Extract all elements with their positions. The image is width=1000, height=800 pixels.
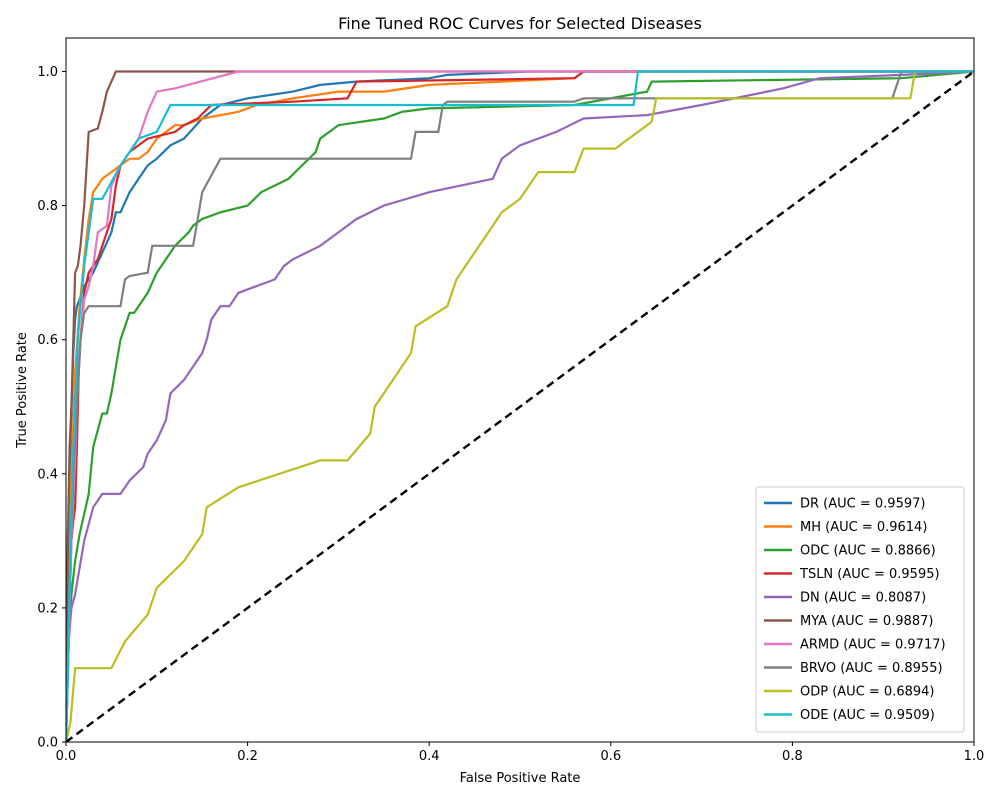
legend-entry: MH (AUC = 0.9614)	[800, 520, 927, 535]
x-tick-label: 0.0	[56, 749, 77, 764]
x-tick-label: 0.4	[419, 749, 440, 764]
legend: DR (AUC = 0.9597) MH (AUC = 0.9614) ODC (A…	[755, 486, 965, 733]
chart-title: Fine Tuned ROC Curves for Selected Disea…	[338, 14, 702, 33]
x-tick-label: 1.0	[964, 749, 985, 764]
y-tick-label: 0.0	[37, 736, 58, 751]
legend-entry: TSLN (AUC = 0.9595)	[799, 567, 940, 582]
roc-curve-10	[66, 70, 974, 742]
x-tick-label: 0.8	[782, 749, 803, 764]
x-axis-label: False Positive Rate	[460, 771, 581, 786]
legend-entry: DR (AUC = 0.9597)	[800, 497, 925, 512]
y-tick-label: 0.8	[37, 199, 58, 214]
plot-frame	[65, 37, 975, 743]
y-tick-label: 0.4	[37, 467, 58, 482]
legend-entry: MYA (AUC = 0.9887)	[800, 614, 933, 629]
legend-entry: ODC (AUC = 0.8866)	[800, 544, 936, 559]
plot-area	[66, 70, 974, 742]
x-tick-label: 0.6	[600, 749, 621, 764]
y-tick-label: 0.6	[37, 333, 58, 348]
y-tick-label: 1.0	[37, 65, 58, 80]
roc-curve-5	[66, 70, 974, 742]
roc-curve-8	[66, 70, 974, 742]
legend-entry: DN (AUC = 0.8087)	[800, 591, 926, 606]
roc-curve-6	[66, 70, 974, 742]
x-tick-label: 0.2	[237, 749, 258, 764]
legend-entry: ODP (AUC = 0.6894)	[800, 685, 935, 700]
legend-box	[755, 486, 965, 733]
roc-curve-9	[66, 70, 974, 742]
legend-entry: ARMD (AUC = 0.9717)	[800, 638, 946, 653]
legend-entry: BRVO (AUC = 0.8955)	[800, 661, 943, 676]
roc-curve-3	[66, 70, 974, 742]
diagonal-reference-line	[66, 70, 974, 742]
legend-entry: ODE (AUC = 0.9509)	[800, 708, 935, 723]
y-tick-label: 0.2	[37, 601, 58, 616]
y-axis-label: True Positive Rate	[15, 332, 30, 449]
roc-curve-4	[66, 70, 974, 742]
axes: 0.0 0.2 0.4 0.6 0.8 1.0 0.0 0.2 0.4 0.6 0.8 1.0	[37, 37, 985, 764]
